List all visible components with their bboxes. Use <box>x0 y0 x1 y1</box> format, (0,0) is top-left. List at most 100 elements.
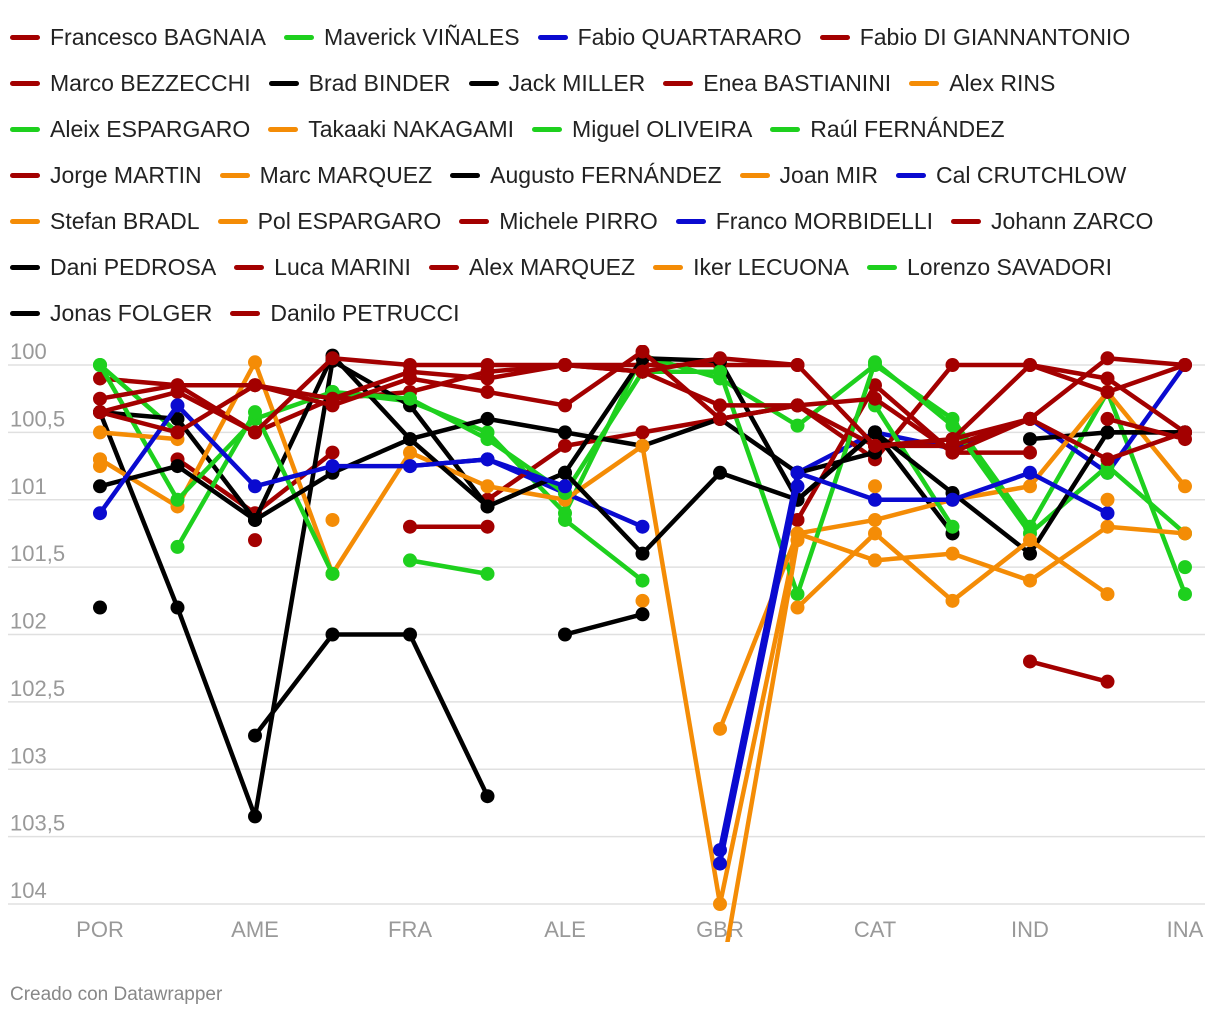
legend-label: Luca MARINI <box>274 253 411 280</box>
legend-row: Marco BEZZECCHI Brad BINDER Jack MILLER Ene… <box>10 60 1210 106</box>
data-point <box>170 425 185 440</box>
legend-label: Dani PEDROSA <box>50 253 217 280</box>
legend-item: Johann ZARCO <box>951 208 1153 235</box>
legend-label: Aleix ESPARGARO <box>50 115 251 142</box>
data-point <box>1023 546 1037 561</box>
data-point <box>93 600 107 615</box>
data-point <box>635 546 650 561</box>
data-point <box>1023 654 1037 669</box>
y-tick-label: 104 <box>10 878 47 903</box>
data-point <box>945 593 960 608</box>
data-point <box>635 573 650 588</box>
legend-item: Danilo PETRUCCI <box>230 300 460 327</box>
data-point <box>868 492 882 507</box>
legend-label: Joan MIR <box>779 161 878 188</box>
legend-swatch <box>459 218 490 224</box>
series-line <box>330 353 1188 597</box>
data-point <box>1023 533 1037 548</box>
data-point <box>248 809 262 824</box>
legend-item: Fabio DI GIANNANTONIO <box>819 23 1131 51</box>
data-point <box>248 533 262 548</box>
series-line <box>717 470 1110 853</box>
legend-label: Takaaki NAKAGAMI <box>308 115 515 142</box>
legend-label: Jonas FOLGER <box>50 299 213 326</box>
x-tick-label: INA <box>1167 917 1204 942</box>
series-group <box>93 398 1115 858</box>
legend-swatch <box>234 264 265 270</box>
data-point <box>480 499 495 514</box>
data-point <box>790 418 805 433</box>
data-point <box>403 627 417 642</box>
data-point <box>558 479 572 494</box>
chart-legend: Francesco BAGNAIA Maverick VIÑALES Fabio Q… <box>10 14 1210 336</box>
legend-label: Iker LECUONA <box>693 253 850 280</box>
legend-row: Francesco BAGNAIA Maverick VIÑALES Fabio Q… <box>10 14 1210 60</box>
data-point <box>170 539 185 554</box>
series-line <box>1027 659 1110 684</box>
data-point <box>1100 411 1115 426</box>
data-point <box>1178 358 1192 372</box>
series-group <box>558 607 650 642</box>
legend-swatch <box>819 34 850 40</box>
data-point <box>93 425 107 440</box>
data-point <box>1100 506 1115 521</box>
legend-item: Cal CRUTCHLOW <box>895 162 1126 189</box>
data-point <box>1100 425 1115 440</box>
data-point <box>635 364 650 379</box>
legend-item: Aleix ESPARGARO <box>10 116 250 143</box>
data-point <box>1023 411 1037 426</box>
data-point <box>93 479 107 494</box>
data-point <box>945 546 960 561</box>
data-point <box>713 856 727 871</box>
data-point <box>325 566 340 581</box>
legend-swatch <box>219 172 250 178</box>
data-point <box>1178 560 1192 575</box>
legend-swatch <box>663 80 694 86</box>
data-point <box>1100 452 1115 467</box>
data-point <box>170 600 185 615</box>
x-tick-label: AME <box>231 917 279 942</box>
series-line <box>1105 416 1188 442</box>
axis-layer: 100 100,5 101 101,5 102 102,5 103 103,5 104 POR AM… <box>10 339 1204 942</box>
series-line <box>795 382 1033 523</box>
legend-label: Raúl FERNÁNDEZ <box>810 115 1005 142</box>
legend-item: Lorenzo SAVADORI <box>867 254 1112 281</box>
legend-label: Enea BASTIANINI <box>703 69 892 96</box>
legend-row: Aleix ESPARGARO Takaaki NAKAGAMI Miguel OL… <box>10 106 1210 152</box>
data-point <box>945 418 960 433</box>
series-group <box>93 452 1115 615</box>
data-point <box>945 432 960 447</box>
data-point <box>635 519 650 534</box>
legend-item: Francesco BAGNAIA <box>10 24 266 51</box>
legend-label: Marco BEZZECCHI <box>50 69 251 96</box>
series-line <box>950 416 1033 442</box>
legend-item: Franco MORBIDELLI <box>675 208 933 235</box>
y-tick-label: 103,5 <box>10 811 65 836</box>
legend-label: Marc MARQUEZ <box>259 161 433 188</box>
legend-swatch <box>268 126 299 132</box>
legend-item: Marc MARQUEZ <box>219 161 433 189</box>
legend-item: Miguel OLIVEIRA <box>532 116 752 143</box>
legend-item: Enea BASTIANINI <box>663 70 891 97</box>
data-point <box>403 519 417 534</box>
data-point <box>248 425 262 440</box>
data-point <box>1100 674 1115 689</box>
data-point <box>713 411 727 426</box>
legend-label: Lorenzo SAVADORI <box>907 253 1112 280</box>
data-point <box>325 512 340 527</box>
legend-item: Luca MARINI <box>234 254 411 281</box>
data-point <box>1100 384 1115 399</box>
data-point <box>480 519 495 534</box>
legend-label: Fabio DI GIANNANTONIO <box>859 23 1131 50</box>
legend-item: Iker LECUONA <box>653 254 849 281</box>
legend-label: Francesco BAGNAIA <box>50 23 267 50</box>
data-point <box>1023 358 1037 372</box>
legend-swatch <box>468 80 499 86</box>
legend-swatch <box>450 172 481 178</box>
legend-label: Michele PIRRO <box>499 207 658 234</box>
data-point <box>170 398 185 413</box>
data-point <box>1178 526 1192 541</box>
data-point <box>170 378 185 393</box>
data-point <box>1023 465 1037 480</box>
data-point <box>945 358 960 372</box>
